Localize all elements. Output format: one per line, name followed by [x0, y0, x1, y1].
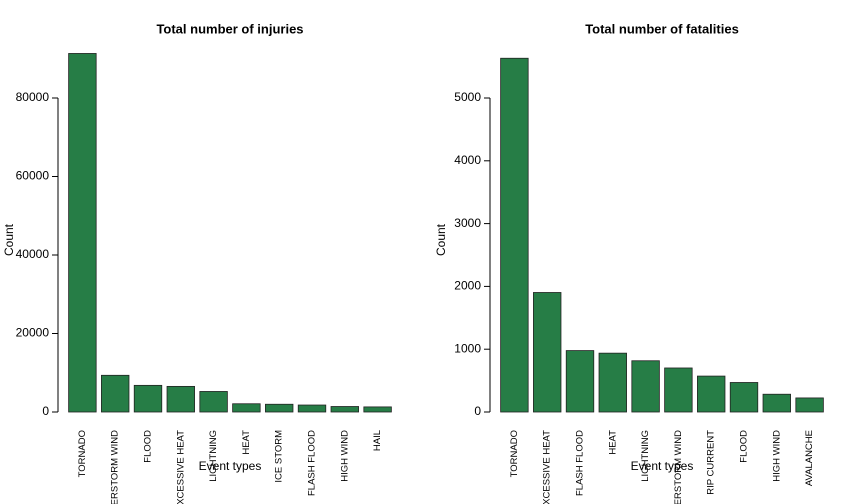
y-tick-label: 2000	[454, 279, 481, 293]
bar	[565, 350, 595, 413]
x-tick-label: ICE STORM	[274, 430, 285, 483]
y-axis-label: Count	[434, 223, 448, 256]
y-tick-label: 4000	[454, 153, 481, 167]
bar	[500, 57, 529, 413]
y-tick-label: 0	[42, 404, 49, 418]
bar	[133, 384, 163, 413]
x-tick-label: TORNADO	[77, 430, 88, 477]
y-tick-label: 80000	[16, 90, 50, 104]
x-tick-label: HIGH WIND	[339, 430, 350, 482]
y-tick-label: 1000	[454, 341, 481, 355]
x-tick-label: THUNDERSTORM WIND	[110, 430, 121, 504]
bar	[166, 385, 195, 413]
x-tick-label: HEAT	[607, 430, 618, 455]
x-tick-label: LIGHTNING	[208, 430, 219, 482]
x-axis-label: Event types	[199, 459, 262, 473]
x-tick-label: THUNDERSTORM WIND	[673, 430, 684, 504]
x-tick-label: EXCESSIVE HEAT	[542, 430, 553, 504]
x-tick-label: HEAT	[241, 430, 252, 455]
bar	[68, 53, 97, 413]
x-tick-label: HAIL	[372, 430, 383, 451]
y-tick-label: 40000	[16, 247, 50, 261]
y-tick-label: 0	[474, 404, 481, 418]
y-axis-label: Count	[2, 223, 16, 256]
bar	[598, 352, 627, 413]
x-axis-label: Event types	[631, 459, 694, 473]
bar	[533, 292, 562, 413]
bar	[101, 374, 130, 413]
x-tick-label: AVALANCHE	[804, 430, 815, 486]
bar	[363, 406, 392, 413]
chart-title: Total number of injuries	[156, 21, 303, 36]
bar	[232, 403, 261, 413]
x-tick-label: FLOOD	[739, 430, 750, 463]
bar	[265, 403, 294, 413]
x-tick-label: HIGH WIND	[771, 430, 782, 482]
bar	[729, 382, 759, 413]
bar	[795, 397, 824, 413]
x-tick-label: EXCESSIVE HEAT	[175, 430, 186, 504]
bar	[330, 406, 359, 413]
x-tick-label: LIGHTNING	[640, 430, 651, 482]
x-tick-label: RIP CURRENT	[706, 430, 717, 495]
y-tick-label: 5000	[454, 90, 481, 104]
chart-title: Total number of fatalities	[585, 21, 739, 36]
bar	[664, 367, 693, 413]
bar	[631, 360, 660, 413]
x-tick-label: FLOOD	[143, 430, 154, 463]
bar	[297, 404, 327, 413]
y-tick-label: 60000	[16, 169, 50, 183]
bar	[697, 375, 726, 413]
bar	[199, 391, 228, 413]
bar	[762, 393, 791, 413]
x-tick-label: FLASH FLOOD	[575, 430, 586, 496]
y-tick-label: 3000	[454, 216, 481, 230]
x-tick-label: TORNADO	[509, 430, 520, 477]
x-tick-label: FLASH FLOOD	[307, 430, 318, 496]
y-tick-label: 20000	[16, 326, 50, 340]
